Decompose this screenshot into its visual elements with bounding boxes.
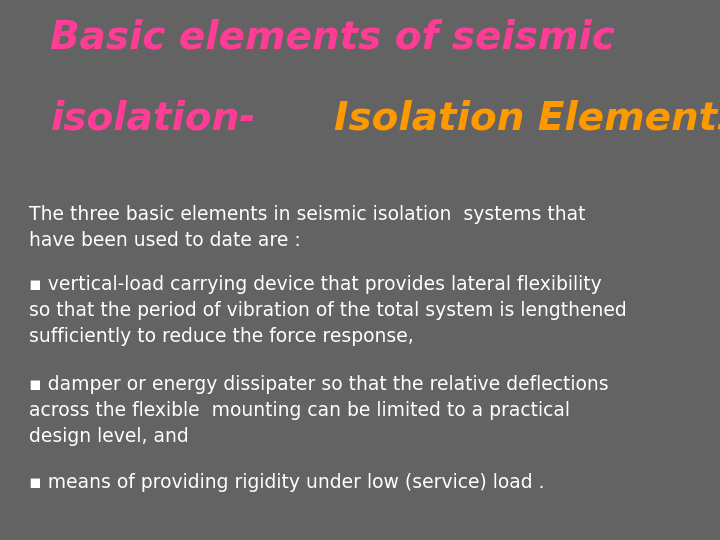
Text: ▪ means of providing rigidity under low (service) load .: ▪ means of providing rigidity under low … xyxy=(29,472,544,491)
Text: isolation-: isolation- xyxy=(50,100,256,138)
Text: ▪ vertical-load carrying device that provides lateral flexibility
so that the pe: ▪ vertical-load carrying device that pro… xyxy=(29,275,626,346)
Text: Isolation Elements: Isolation Elements xyxy=(334,100,720,138)
Text: Basic elements of seismic: Basic elements of seismic xyxy=(50,19,615,57)
Text: ▪ damper or energy dissipater so that the relative deflections
across the flexib: ▪ damper or energy dissipater so that th… xyxy=(29,375,608,446)
Text: The three basic elements in seismic isolation  systems that
have been used to da: The three basic elements in seismic isol… xyxy=(29,205,585,250)
